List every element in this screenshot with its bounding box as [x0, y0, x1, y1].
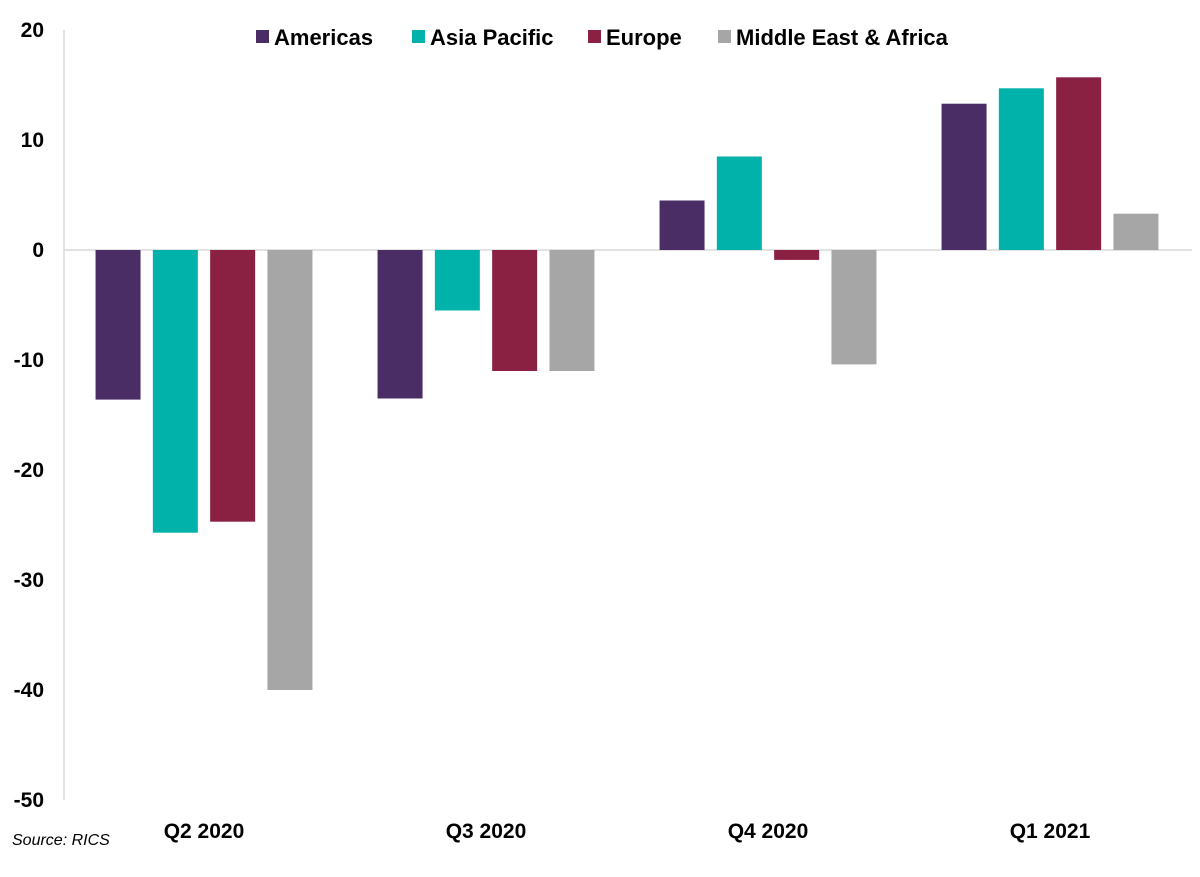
bar-middle-east-africa-2: [831, 250, 877, 365]
y-tick-label: -10: [14, 349, 44, 372]
legend-swatch: [412, 30, 425, 43]
y-tick-label: -40: [14, 679, 44, 702]
source-note: Source: RICS: [12, 832, 110, 849]
x-category-label: Q2 2020: [164, 820, 245, 843]
bar-europe-0: [210, 250, 256, 522]
bars: [95, 77, 1159, 690]
bar-americas-2: [659, 200, 705, 250]
bar-europe-2: [774, 250, 820, 260]
y-tick-label: -20: [14, 459, 44, 482]
legend: Americas Asia Pacific Europe Middle East & …: [256, 25, 949, 50]
bar-americas-1: [377, 250, 423, 399]
y-tick-label: 20: [21, 19, 44, 42]
bar-middle-east-africa-3: [1113, 213, 1159, 250]
x-axis-labels: Q2 2020 Q3 2020 Q4 2020 Q1 2021: [164, 820, 1091, 843]
legend-swatch: [588, 30, 601, 43]
x-category-label: Q4 2020: [728, 820, 809, 843]
bar-europe-3: [1056, 77, 1102, 250]
legend-label: Europe: [606, 25, 682, 50]
y-tick-label: -30: [14, 569, 44, 592]
x-category-label: Q1 2021: [1010, 820, 1091, 843]
legend-label: Asia Pacific: [430, 25, 554, 50]
bar-europe-1: [492, 250, 538, 371]
legend-label: Middle East & Africa: [736, 25, 949, 50]
bar-asia-pacific-2: [716, 156, 762, 250]
y-tick-label: -50: [14, 789, 44, 812]
y-axis-ticks: 20 10 0 -10 -20 -30 -40 -50: [14, 19, 44, 812]
bar-middle-east-africa-0: [267, 250, 313, 690]
bar-asia-pacific-3: [998, 88, 1044, 250]
bar-asia-pacific-0: [152, 250, 198, 533]
bar-americas-0: [95, 250, 141, 400]
legend-label: Americas: [274, 25, 373, 50]
y-tick-label: 10: [21, 129, 44, 152]
legend-swatch: [718, 30, 731, 43]
x-category-label: Q3 2020: [446, 820, 527, 843]
legend-swatch: [256, 30, 269, 43]
y-tick-label: 0: [32, 239, 44, 262]
bar-middle-east-africa-1: [549, 250, 595, 371]
bar-americas-3: [941, 103, 987, 250]
bar-asia-pacific-1: [434, 250, 480, 311]
